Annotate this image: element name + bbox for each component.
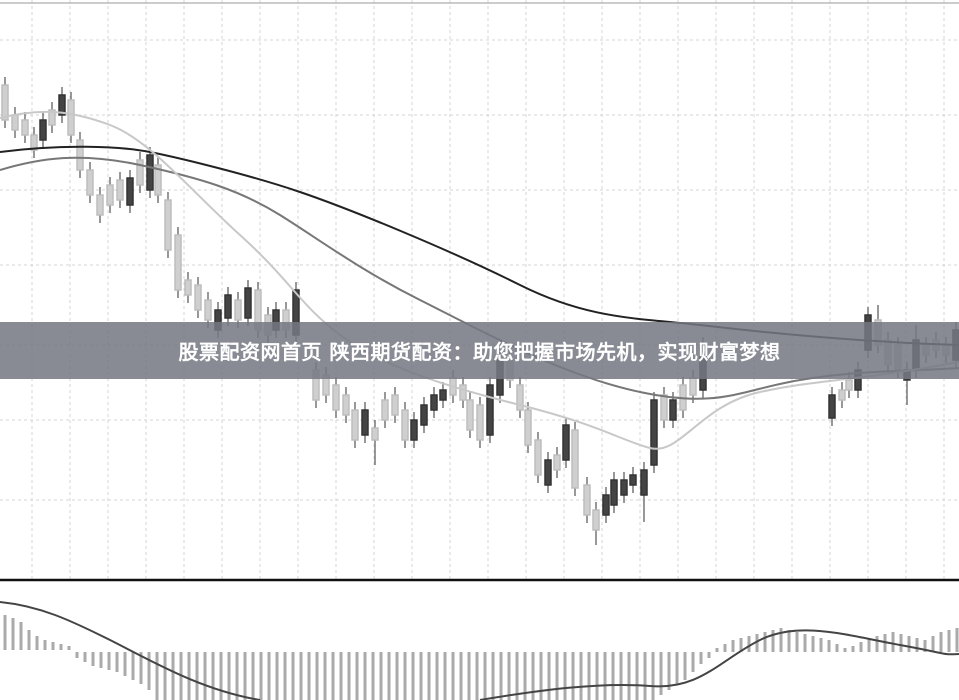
grid	[0, 0, 959, 580]
macd-line	[0, 601, 959, 700]
macd-histogram	[3, 615, 959, 700]
ma-long	[0, 145, 959, 346]
ma-mid	[0, 156, 959, 400]
banner: 股票配资网首页 陕西期货配资：助您把握市场先机，实现财富梦想	[0, 322, 959, 379]
macd-panel	[0, 601, 959, 700]
banner-title: 股票配资网首页 陕西期货配资：助您把握市场先机，实现财富梦想	[178, 340, 781, 364]
